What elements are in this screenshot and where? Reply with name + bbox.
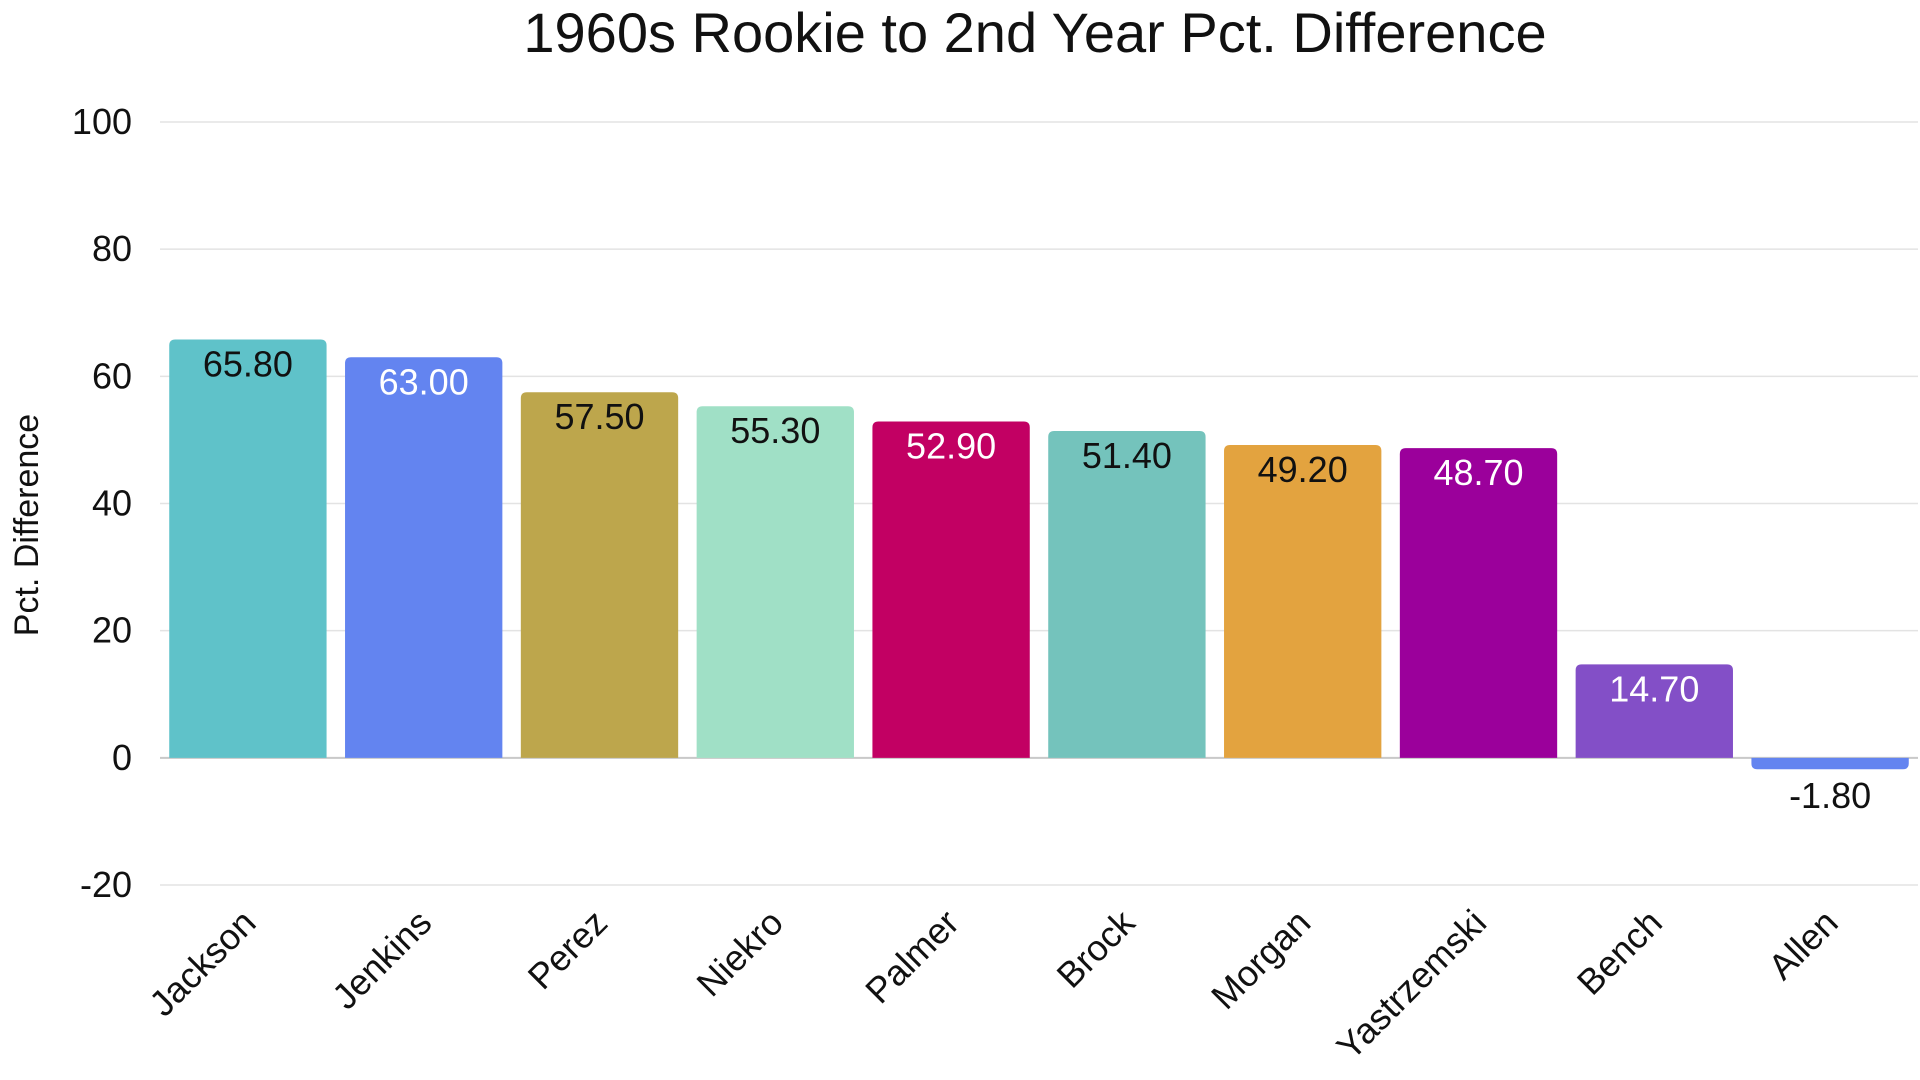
y-axis-ticks: -20 0 20 40 60 80 100 bbox=[72, 101, 132, 905]
y-tick-label: 80 bbox=[92, 228, 132, 269]
x-tick-label: Bench bbox=[1569, 902, 1670, 1003]
bar-bench bbox=[1575, 664, 1733, 758]
x-tick-label: Brock bbox=[1048, 901, 1143, 996]
data-label: 55.30 bbox=[730, 410, 820, 451]
data-label: 51.40 bbox=[1082, 435, 1172, 476]
bar-jackson bbox=[169, 339, 327, 758]
bar-morgan bbox=[1224, 445, 1382, 758]
x-tick-label: Jenkins bbox=[324, 902, 439, 1017]
x-tick-label: Perez bbox=[520, 902, 615, 997]
data-label: 57.50 bbox=[554, 396, 644, 437]
y-tick-label: 100 bbox=[72, 101, 132, 142]
bar-jenkins bbox=[345, 357, 503, 758]
data-labels: 65.80 63.00 57.50 55.30 52.90 51.40 49.20 48.70… bbox=[203, 343, 1871, 815]
bar-yastrzemski bbox=[1399, 448, 1558, 758]
y-tick-label: 40 bbox=[92, 483, 132, 524]
x-tick-label: Jackson bbox=[141, 902, 263, 1024]
data-label: 48.70 bbox=[1433, 452, 1523, 493]
data-label: 63.00 bbox=[379, 361, 469, 402]
y-tick-label: 60 bbox=[92, 355, 132, 396]
data-label: 52.90 bbox=[906, 425, 996, 466]
bar-allen bbox=[1751, 757, 1909, 770]
y-axis-title: Pct. Difference bbox=[8, 414, 46, 636]
bar-palmer bbox=[872, 421, 1030, 758]
bar-brock bbox=[1048, 431, 1206, 758]
chart-title: 1960s Rookie to 2nd Year Pct. Difference bbox=[523, 1, 1546, 64]
data-label: 14.70 bbox=[1609, 668, 1699, 709]
x-tick-label: Morgan bbox=[1203, 902, 1318, 1017]
x-axis-ticks: Jackson Jenkins Perez Niekro Palmer Brock Morg… bbox=[141, 901, 1846, 1067]
data-label: -1.80 bbox=[1789, 775, 1871, 816]
x-tick-label: Niekro bbox=[688, 902, 791, 1005]
x-tick-label: Allen bbox=[1760, 902, 1846, 988]
data-label: 65.80 bbox=[203, 343, 293, 384]
data-label: 49.20 bbox=[1258, 449, 1348, 490]
bar-perez bbox=[520, 392, 679, 758]
x-tick-label: Palmer bbox=[857, 902, 967, 1012]
y-tick-label: 20 bbox=[92, 610, 132, 651]
bar-niekro bbox=[696, 406, 854, 758]
y-tick-label: -20 bbox=[80, 864, 132, 905]
x-tick-label: Yastrzemski bbox=[1328, 902, 1494, 1068]
y-tick-label: 0 bbox=[112, 737, 132, 778]
bars bbox=[169, 339, 1909, 770]
